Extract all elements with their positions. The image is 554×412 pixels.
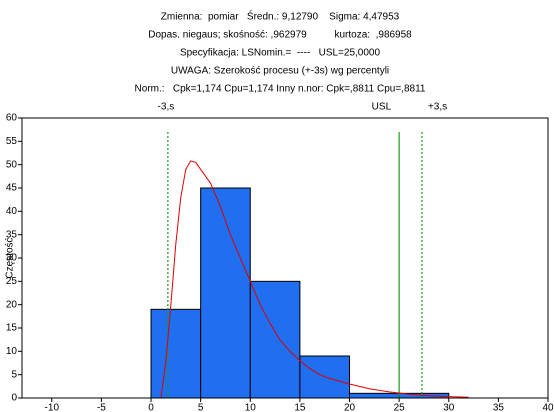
x-tick-label: 5	[198, 403, 204, 412]
x-tick-label: 15	[294, 403, 306, 412]
title-line: UWAGA: Szerokość procesu (+-3s) wg perce…	[171, 66, 389, 77]
x-tick-label: 0	[148, 403, 154, 412]
y-tick-label: 5	[11, 369, 17, 380]
x-tick-label: 40	[542, 403, 554, 412]
y-tick-label: 45	[6, 183, 18, 194]
plot-frame	[21, 117, 549, 399]
title-line: Specyfikacja: LSNomin.= ---- USL=25,0000	[180, 48, 381, 59]
x-tick-label: 30	[443, 403, 455, 412]
y-axis-label: Częstość	[5, 237, 16, 278]
y-tick-label: 20	[6, 299, 18, 310]
y-tick-label: 30	[6, 253, 18, 264]
y-tick-label: 15	[6, 323, 18, 334]
title-line: Norm.: Cpk=1,174 Cpu=1,174 Inny n.nor: C…	[135, 84, 426, 95]
x-tick-label: 20	[344, 403, 356, 412]
title-line: Dopas. niegaus; skośność: ,962979 kurtoz…	[148, 30, 412, 41]
title-line: Zmienna: pomiar Średn.: 9,12790 Sigma: 4…	[161, 10, 400, 23]
y-tick-label: 40	[6, 206, 18, 217]
bar	[200, 187, 251, 399]
bar	[150, 308, 202, 399]
y-tick-label: 50	[6, 159, 18, 170]
fit-curve	[160, 160, 469, 399]
reference-label: -3,s	[158, 102, 175, 113]
x-tick-label: -10	[45, 403, 60, 412]
bar	[349, 392, 400, 399]
x-tick-label: 35	[493, 403, 505, 412]
y-tick-label: 55	[6, 136, 18, 147]
reference-label: USL	[372, 102, 392, 113]
x-tick-label: 25	[394, 403, 406, 412]
y-tick-label: 0	[11, 393, 17, 404]
y-tick-label: 60	[6, 113, 18, 124]
y-tick-label: 35	[6, 229, 18, 240]
y-tick-label: 25	[6, 276, 18, 287]
x-tick-label: -5	[97, 403, 106, 412]
y-tick-label: 10	[6, 346, 18, 357]
x-tick-label: 10	[245, 403, 257, 412]
reference-label: +3,s	[428, 102, 447, 113]
